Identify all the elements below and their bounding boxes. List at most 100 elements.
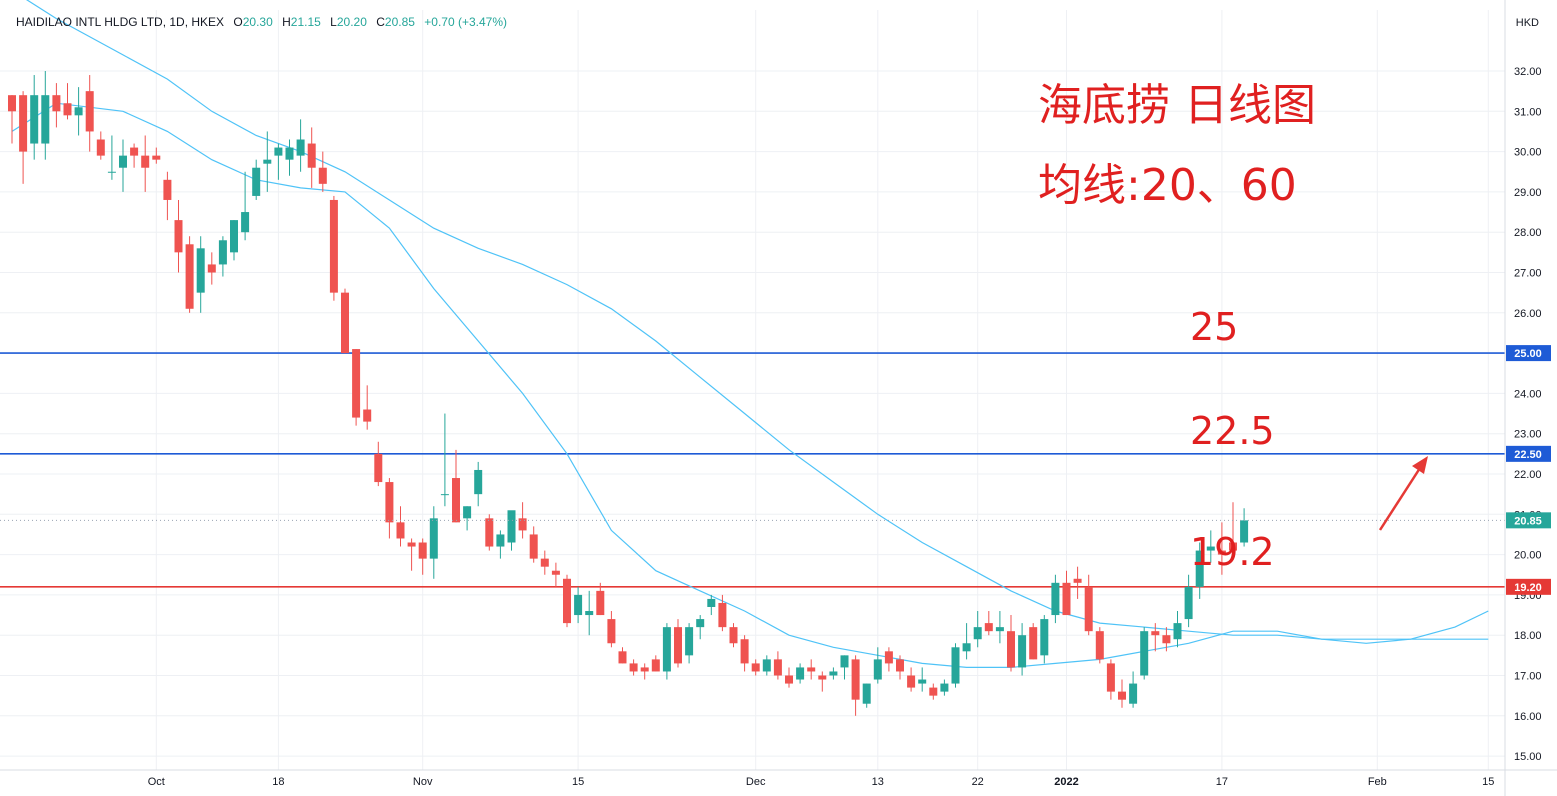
candle-body — [418, 542, 427, 559]
candle-body — [374, 453, 383, 483]
y-tick-label: 20.00 — [1514, 550, 1542, 562]
candle-body — [751, 663, 760, 672]
x-tick-label: 18 — [272, 776, 284, 788]
y-tick-label: 28.00 — [1514, 227, 1542, 239]
x-tick-label: Nov — [413, 776, 433, 788]
candle-body — [85, 91, 94, 132]
candle — [629, 659, 638, 676]
candle — [218, 236, 227, 277]
candle — [851, 655, 860, 716]
level-badge — [1506, 445, 1551, 462]
candle — [296, 119, 305, 172]
candle — [674, 619, 682, 668]
candle-body — [773, 659, 782, 676]
candle-body — [174, 220, 183, 253]
candle-body — [119, 155, 127, 168]
y-tick-label: 24.00 — [1514, 388, 1542, 400]
candle — [862, 683, 871, 708]
candle — [607, 611, 616, 648]
candle — [241, 171, 250, 241]
last-price-badge-label: 20.85 — [1514, 515, 1542, 527]
candle — [474, 461, 483, 507]
symbol-legend[interactable]: HAIDILAO INTL HLDG LTD, 1D, HKEX O20.30 … — [16, 15, 507, 29]
x-tick-label: Dec — [746, 776, 766, 788]
level-badge — [1506, 345, 1551, 362]
candle-body — [1018, 635, 1027, 668]
candle — [85, 75, 94, 152]
candle-body — [152, 155, 161, 160]
candle — [973, 611, 982, 648]
candle-body — [407, 542, 416, 547]
candle — [163, 171, 172, 221]
y-tick-label: 31.00 — [1514, 106, 1542, 118]
candle-body — [1129, 683, 1138, 704]
candle-body — [1029, 627, 1038, 660]
y-tick-label: 30.00 — [1514, 147, 1542, 159]
candle — [529, 526, 538, 563]
high-label: H — [282, 15, 291, 29]
candle — [1106, 659, 1115, 700]
candle — [1140, 627, 1149, 680]
candle — [452, 449, 460, 523]
candle-body — [662, 627, 671, 672]
currency-label: HKD — [1515, 17, 1539, 29]
candle — [141, 135, 150, 192]
candle — [1229, 502, 1237, 559]
candle-body — [796, 667, 805, 680]
candle-body — [41, 95, 50, 144]
candle-body — [1217, 550, 1226, 555]
candle-body — [529, 534, 538, 559]
candle-body — [74, 107, 83, 116]
candle — [585, 590, 594, 636]
candle — [1051, 574, 1060, 624]
candle-body — [873, 659, 882, 680]
candle-body — [1229, 542, 1237, 551]
horizontal-levels[interactable] — [0, 352, 1505, 588]
candle — [718, 594, 727, 632]
candle-body — [1062, 582, 1071, 616]
annotation-title: 海底捞 日线图 — [1038, 80, 1316, 131]
candles — [8, 71, 1249, 716]
candle-body — [1173, 623, 1182, 640]
candle-body — [563, 578, 571, 624]
candle-body — [574, 594, 583, 616]
candle — [1217, 522, 1226, 575]
candle — [329, 195, 338, 301]
candle-body — [52, 95, 61, 112]
candle — [995, 611, 1004, 644]
annotation-level-22-5: 22.5 — [1190, 409, 1275, 453]
candle — [396, 506, 405, 547]
candle — [485, 514, 494, 551]
candle — [729, 623, 738, 648]
candle-body — [1240, 520, 1249, 543]
time-axis[interactable]: Oct18Nov15Dec1322202217Feb15Mar — [148, 776, 1557, 788]
x-tick-label: 15 — [1482, 776, 1494, 788]
candle-body — [829, 671, 838, 676]
y-tick-label: 23.00 — [1514, 429, 1542, 441]
candle-body — [452, 478, 460, 523]
candle-body — [1095, 631, 1104, 660]
y-tick-label: 32.00 — [1514, 66, 1542, 78]
candle — [951, 643, 960, 688]
candle — [918, 667, 927, 692]
candle — [829, 667, 838, 680]
candle — [929, 683, 938, 700]
candle — [8, 95, 16, 144]
candle — [407, 538, 416, 571]
candle — [185, 236, 194, 313]
candle — [96, 131, 105, 160]
candle — [563, 574, 571, 628]
candle-body — [396, 522, 405, 539]
candle-body — [363, 409, 372, 422]
candle — [174, 199, 183, 273]
candle-body — [252, 167, 261, 196]
candle-body — [1140, 631, 1149, 676]
candle — [1173, 611, 1182, 648]
candle — [574, 586, 583, 624]
candle-body — [896, 659, 904, 672]
candle — [540, 550, 549, 575]
trend-arrow — [1378, 456, 1428, 531]
candle — [207, 252, 216, 285]
